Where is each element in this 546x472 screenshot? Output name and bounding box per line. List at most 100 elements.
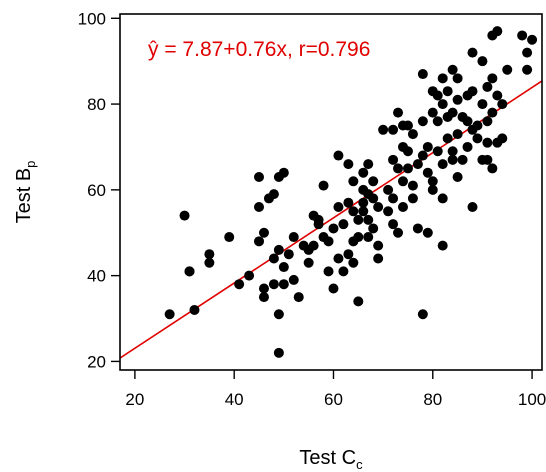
data-point <box>348 206 359 217</box>
data-point <box>452 94 463 105</box>
data-point <box>373 202 384 213</box>
data-point <box>402 146 413 157</box>
data-point <box>313 219 324 230</box>
data-point <box>288 274 299 285</box>
data-point <box>467 202 478 213</box>
data-point <box>437 159 448 170</box>
data-point <box>288 232 299 243</box>
data-point <box>437 240 448 251</box>
data-point <box>397 202 408 213</box>
data-point <box>437 73 448 84</box>
data-point <box>353 214 364 225</box>
data-point <box>482 137 493 148</box>
data-point <box>323 266 334 277</box>
data-point <box>328 283 339 294</box>
y-tick-label: 40 <box>87 267 106 286</box>
regression-yhat: ŷ <box>148 38 159 61</box>
data-point <box>482 154 493 165</box>
data-point <box>368 176 379 187</box>
data-point <box>447 64 458 75</box>
data-point <box>417 309 428 320</box>
data-point <box>522 64 533 75</box>
data-point <box>452 73 463 84</box>
data-point <box>432 116 443 127</box>
data-point <box>407 193 418 204</box>
data-point <box>244 270 255 281</box>
data-point <box>397 176 408 187</box>
data-point <box>278 167 289 178</box>
data-point <box>427 107 438 118</box>
data-point <box>432 146 443 157</box>
y-axis-label: Test Bp <box>13 161 38 224</box>
data-point <box>323 236 334 247</box>
data-point <box>492 90 503 101</box>
data-point <box>258 227 269 238</box>
data-point <box>452 171 463 182</box>
x-tick-label: 60 <box>324 390 343 409</box>
data-point <box>258 283 269 294</box>
data-point <box>268 279 279 290</box>
data-point <box>358 167 369 178</box>
data-point <box>417 150 428 161</box>
data-point <box>303 257 314 268</box>
data-point <box>447 107 458 118</box>
data-point <box>273 347 284 358</box>
data-point <box>308 240 319 251</box>
data-point <box>487 163 498 174</box>
y-axis-label-subscript: p <box>23 161 38 168</box>
data-point <box>427 176 438 187</box>
data-point <box>179 210 190 221</box>
data-point <box>527 34 538 45</box>
data-point <box>373 253 384 264</box>
data-point <box>452 129 463 140</box>
data-point <box>273 244 284 255</box>
data-point <box>497 133 508 144</box>
data-point <box>333 253 344 264</box>
data-point <box>472 133 483 144</box>
data-point <box>482 116 493 127</box>
data-point <box>393 163 404 174</box>
data-point <box>204 249 215 260</box>
data-point <box>343 249 354 260</box>
data-point <box>442 86 453 97</box>
x-axis-label-subscript: c <box>356 457 363 472</box>
data-point <box>328 223 339 234</box>
x-axis-label-main: Test C <box>299 447 356 469</box>
data-point <box>358 206 369 217</box>
data-point <box>293 292 304 303</box>
data-point <box>482 81 493 92</box>
data-point <box>388 219 399 230</box>
data-point <box>388 193 399 204</box>
data-point <box>467 86 478 97</box>
y-tick-label: 100 <box>78 9 106 28</box>
data-point <box>388 154 399 165</box>
data-point <box>422 167 433 178</box>
data-point <box>278 262 289 273</box>
data-point <box>412 159 423 170</box>
data-point <box>224 232 235 243</box>
data-point <box>378 124 389 135</box>
y-axis-label-main: Test B <box>13 168 35 224</box>
data-point <box>462 141 473 152</box>
data-point <box>254 236 265 247</box>
data-point <box>492 26 503 37</box>
data-point <box>487 73 498 84</box>
data-point <box>333 202 344 213</box>
data-point <box>363 214 374 225</box>
data-point <box>363 232 374 243</box>
data-point <box>437 99 448 110</box>
data-point <box>487 107 498 118</box>
data-point <box>432 90 443 101</box>
data-point <box>522 47 533 58</box>
x-tick-label: 40 <box>225 390 244 409</box>
data-point <box>278 279 289 290</box>
data-point <box>417 116 428 127</box>
y-tick-label: 60 <box>87 181 106 200</box>
y-tick-label: 80 <box>87 95 106 114</box>
x-tick-label: 100 <box>518 390 546 409</box>
data-point <box>402 120 413 131</box>
data-point <box>417 69 428 80</box>
data-point <box>497 99 508 110</box>
data-point <box>343 159 354 170</box>
